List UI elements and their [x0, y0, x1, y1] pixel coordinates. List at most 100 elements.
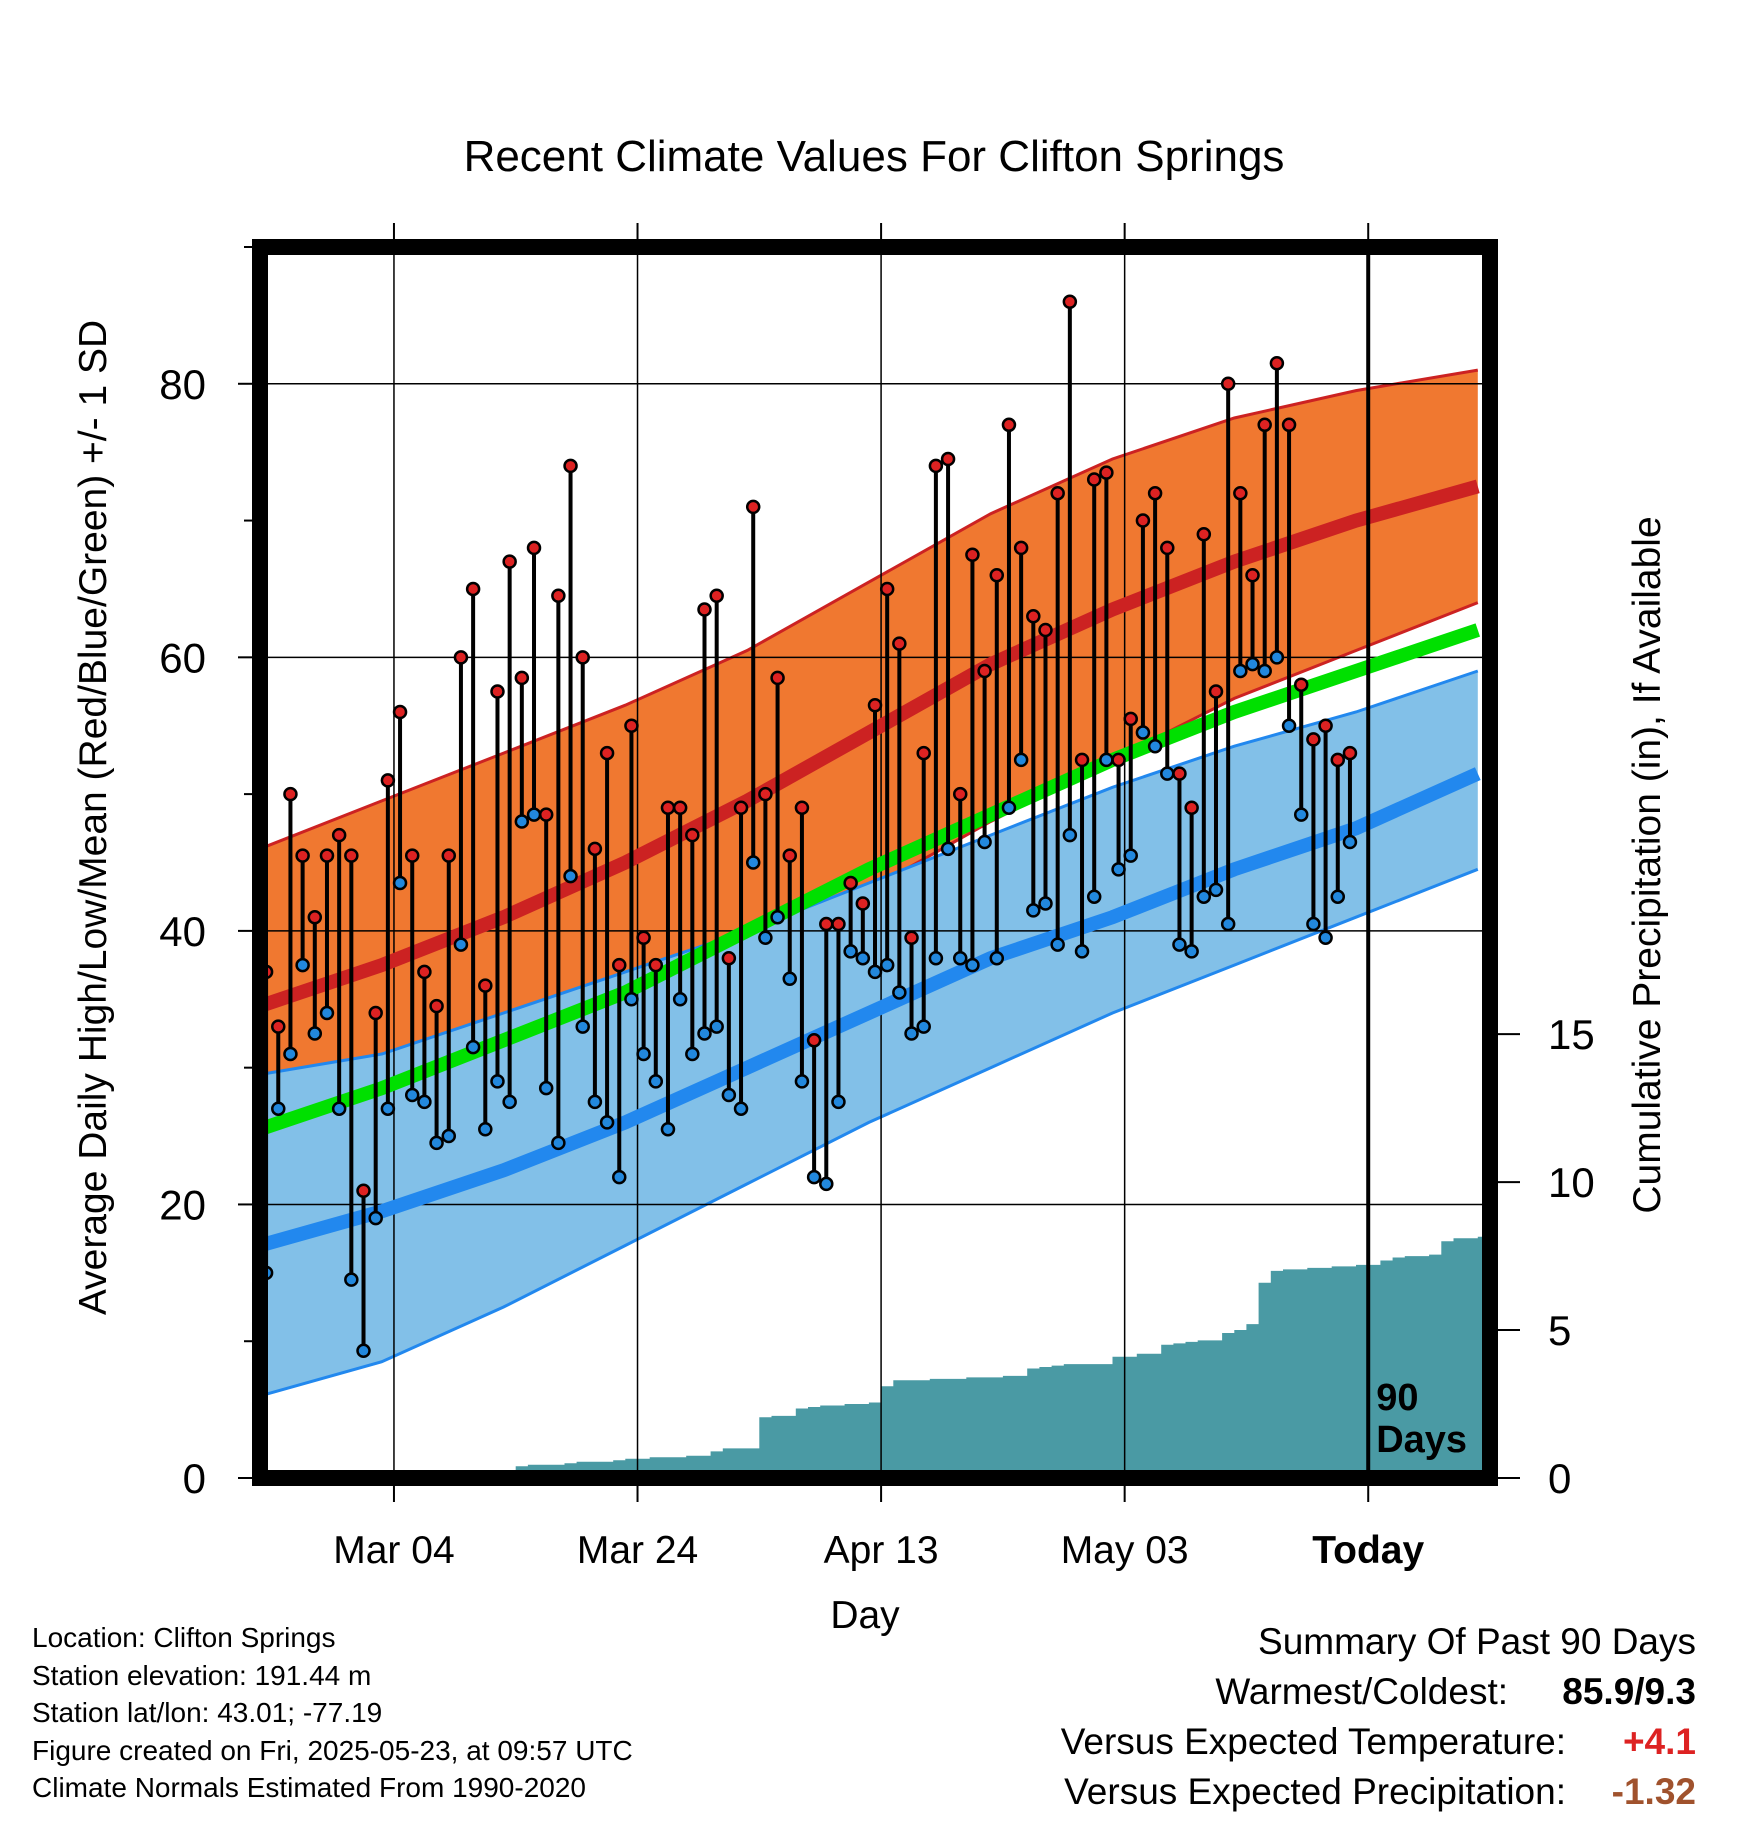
high-point	[538, 807, 554, 822]
low-point	[1342, 834, 1358, 850]
high-point	[478, 978, 493, 993]
y-axis-label: Average Daily High/Low/Mean (Red/Blue/Gr…	[72, 320, 115, 1315]
high-point	[745, 499, 761, 515]
low-point	[551, 1135, 566, 1151]
high-point	[271, 1019, 286, 1034]
low-point	[1269, 650, 1285, 665]
low-point	[928, 950, 944, 966]
low-point	[271, 1101, 286, 1116]
low-point	[1074, 944, 1090, 959]
low-sd-band-lower-edge	[259, 867, 1479, 1398]
high-point	[356, 1183, 371, 1199]
precip-tick-label: 0	[1548, 1455, 1571, 1502]
high-point	[502, 554, 517, 569]
high-point	[465, 581, 481, 597]
x-tick-label: Today	[1312, 1529, 1424, 1572]
today-days-word: Days	[1376, 1419, 1467, 1461]
high-point	[1306, 732, 1321, 747]
high-point	[380, 773, 396, 788]
low-point	[380, 1101, 396, 1116]
low-point	[563, 868, 578, 884]
high-point	[855, 896, 871, 911]
high-point	[599, 745, 615, 761]
high-point	[1123, 711, 1138, 727]
y-tick-label: 60	[159, 634, 206, 681]
low-point	[1306, 916, 1321, 932]
high-point	[612, 957, 627, 973]
low-sd-band-upper-edge	[259, 669, 1479, 1076]
low-point	[867, 964, 883, 980]
low-point	[697, 1026, 712, 1041]
low-point	[855, 950, 871, 966]
low-point	[368, 1210, 383, 1226]
summary-temp-value: +4.1	[1622, 1721, 1696, 1762]
low-point	[331, 1101, 347, 1116]
high-point	[1026, 609, 1041, 624]
low-point	[904, 1026, 919, 1041]
low-point	[1086, 889, 1102, 904]
low-point	[1208, 882, 1224, 898]
high-point	[794, 800, 810, 816]
low-point	[502, 1094, 517, 1110]
high-point	[307, 909, 323, 925]
high-point	[1257, 417, 1272, 433]
low-point	[1245, 656, 1260, 672]
low-point	[392, 875, 408, 891]
low-point	[965, 957, 980, 973]
footer-latlon: Station lat/lon: 43.01; -77.19	[32, 1697, 383, 1728]
normal-mean-line	[257, 623, 1481, 1136]
summary-precip-label: Versus Expected Precipitation:	[1064, 1771, 1566, 1812]
high-sd-band	[260, 370, 1478, 1150]
low-point	[490, 1074, 505, 1089]
high-point	[1208, 684, 1224, 699]
high-point	[1245, 568, 1260, 583]
high-point	[952, 786, 968, 802]
low-point	[1160, 766, 1175, 781]
low-point	[624, 992, 639, 1007]
y-tick-label: 20	[159, 1181, 206, 1228]
high-point	[1330, 752, 1346, 768]
high-point	[782, 848, 798, 863]
high-point	[965, 547, 980, 562]
low-point	[1026, 903, 1041, 918]
high-point	[819, 916, 834, 932]
low-point	[782, 971, 798, 987]
high-point	[1111, 752, 1126, 768]
x-axis-label: Day	[830, 1594, 900, 1637]
low-point	[672, 992, 688, 1007]
low-point	[319, 1005, 335, 1021]
low-point	[831, 1094, 846, 1110]
low-point	[916, 1019, 931, 1034]
high-point	[1233, 485, 1248, 501]
low-point	[1123, 848, 1138, 863]
x-tick-label: Apr 13	[824, 1529, 939, 1572]
high-point	[587, 841, 603, 857]
low-point	[612, 1169, 627, 1185]
precip-tick-label: 10	[1548, 1159, 1595, 1206]
high-point	[672, 800, 688, 816]
low-point	[843, 944, 858, 959]
low-point	[1233, 663, 1248, 679]
footer-elevation: Station elevation: 191.44 m	[32, 1660, 372, 1691]
footer-normals: Climate Normals Estimated From 1990-2020	[32, 1772, 586, 1803]
low-point	[685, 1046, 700, 1062]
low-point	[660, 1121, 676, 1137]
high-point	[1099, 465, 1114, 480]
low-point	[1257, 663, 1272, 679]
high-point	[1086, 472, 1102, 487]
low-point	[1147, 738, 1163, 754]
x-tick-label: Mar 24	[577, 1529, 698, 1572]
low-point	[1099, 752, 1114, 768]
low-point	[1318, 930, 1333, 945]
high-point	[1013, 540, 1029, 556]
low-point	[344, 1272, 359, 1287]
low-point	[1013, 752, 1029, 768]
high-point	[660, 800, 676, 816]
high-point	[758, 786, 773, 802]
low-point	[429, 1135, 444, 1151]
y-tick-label: 80	[159, 361, 206, 408]
high-point	[404, 848, 420, 863]
low-point	[770, 909, 785, 925]
high-point	[940, 451, 956, 467]
high-point	[879, 581, 895, 597]
